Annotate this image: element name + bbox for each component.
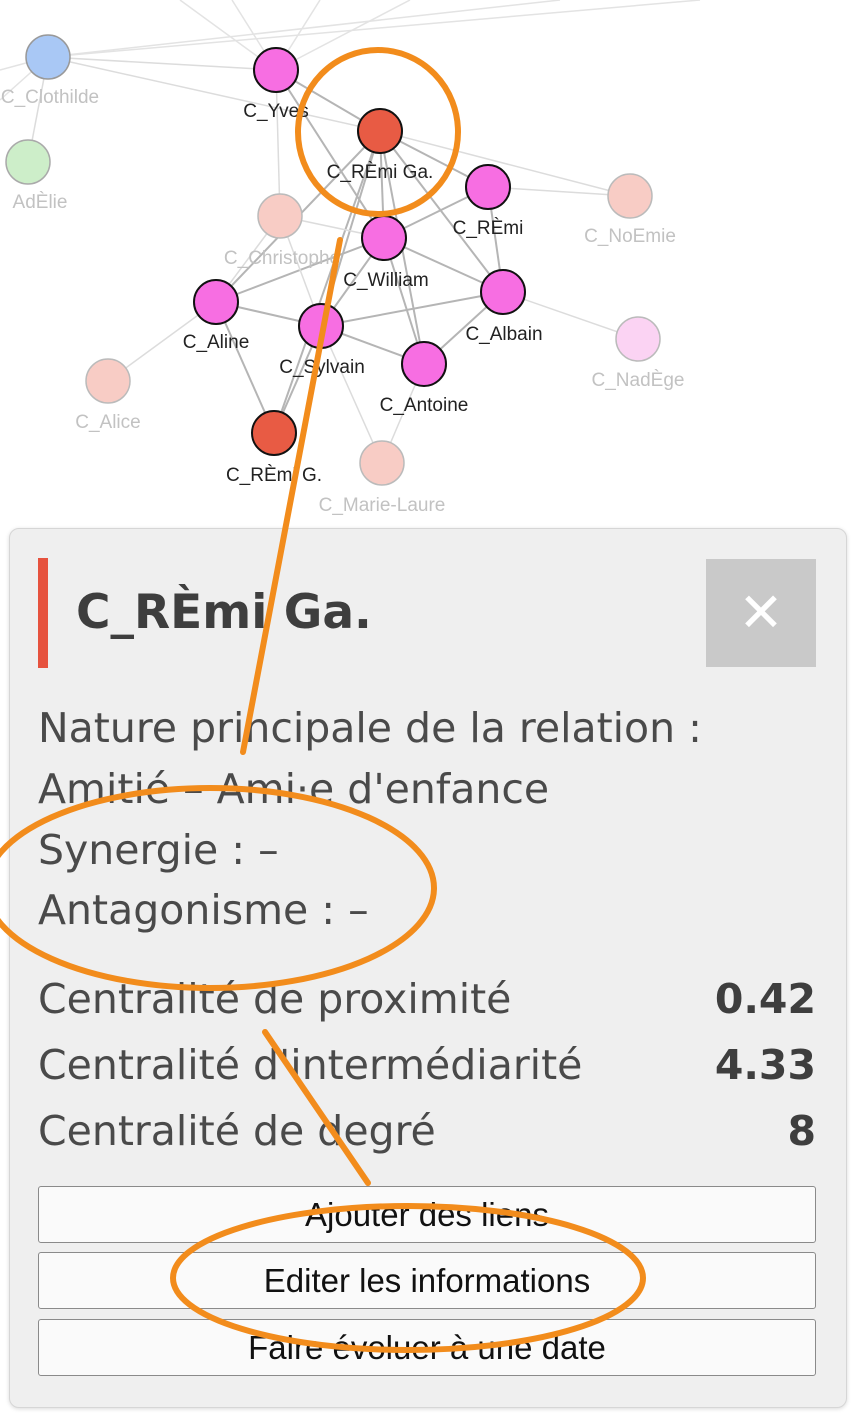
betweenness-centrality-label: Centralité d'intermédiarité <box>38 1041 583 1089</box>
degree-centrality-label: Centralité de degré <box>38 1107 436 1155</box>
graph-node-albain[interactable] <box>480 269 526 315</box>
graph-node-marie_laure[interactable] <box>359 440 405 486</box>
graph-node-remi[interactable] <box>465 164 511 210</box>
graph-node-christophe[interactable] <box>257 193 303 239</box>
degree-centrality-value: 8 <box>787 1107 816 1155</box>
graph-edge <box>47 0 561 58</box>
graph-node-sylvain[interactable] <box>298 303 344 349</box>
degree-centrality-row: Centralité de degré 8 <box>38 1107 816 1159</box>
graph-node-label: C_Antoine <box>380 395 469 416</box>
graph-node-william[interactable] <box>361 215 407 261</box>
node-color-accent <box>38 558 48 668</box>
graph-node-label: C_Clothilde <box>1 87 99 108</box>
close-icon: ✕ <box>738 581 784 644</box>
graph-node-label: C_Aline <box>183 332 250 353</box>
relation-nature-value: Amitié – Ami·e d'enfance <box>38 765 550 813</box>
antagonism-text: Antagonisme : – <box>38 886 369 934</box>
graph-node-adelie[interactable] <box>5 139 51 185</box>
graph-node-aline[interactable] <box>193 279 239 325</box>
graph-node-label: C_NoEmie <box>584 226 676 247</box>
graph-node-antoine[interactable] <box>401 341 447 387</box>
graph-node-clothilde[interactable] <box>25 34 71 80</box>
closeness-centrality-value: 0.42 <box>714 975 816 1023</box>
graph-node-remi_g[interactable] <box>251 410 297 456</box>
graph-edge <box>47 56 277 71</box>
graph-edge <box>502 291 639 340</box>
graph-node-alice[interactable] <box>85 358 131 404</box>
graph-edge <box>47 0 701 58</box>
network-graph[interactable]: C_Clothilde AdÈlie C_Yves C_RÈmi Ga. C_RÈmi C… <box>0 0 852 528</box>
evolve-date-button[interactable]: Faire évoluer à une date <box>38 1319 816 1376</box>
closeness-centrality-label: Centralité de proximité <box>38 975 512 1023</box>
graph-edge <box>487 186 631 197</box>
graph-edge <box>320 291 504 327</box>
synergy-text: Synergie : – <box>38 826 279 874</box>
closeness-centrality-row: Centralité de proximité 0.42 <box>38 975 816 1027</box>
graph-node-label: C_Christophe <box>224 248 340 269</box>
node-title: C_RÈmi Ga. <box>76 585 372 640</box>
graph-node-label: C_Yves <box>243 101 308 122</box>
graph-node-label: AdÈlie <box>13 192 68 213</box>
betweenness-centrality-row: Centralité d'intermédiarité 4.33 <box>38 1041 816 1093</box>
graph-node-label: C_RÈmi G. <box>226 465 322 486</box>
add-links-button[interactable]: Ajouter des liens <box>38 1186 816 1243</box>
edit-info-button[interactable]: Editer les informations <box>38 1252 816 1309</box>
node-details-panel: C_RÈmi Ga. ✕ Nature principale de la rel… <box>9 528 847 1408</box>
graph-node-label: C_Albain <box>465 324 542 345</box>
graph-edge <box>379 130 504 293</box>
graph-node-label: C_RÈmi Ga. <box>327 162 434 183</box>
graph-node-label: C_Marie-Laure <box>319 495 446 516</box>
graph-node-yves[interactable] <box>253 47 299 93</box>
graph-node-label: C_Sylvain <box>279 357 365 378</box>
graph-node-label: C_RÈmi <box>453 218 524 239</box>
graph-node-noemie[interactable] <box>607 173 653 219</box>
graph-node-remi_ga[interactable] <box>357 108 403 154</box>
graph-node-label: C_NadÈge <box>592 370 685 391</box>
graph-node-label: C_William <box>343 270 429 291</box>
graph-node-nadege[interactable] <box>615 316 661 362</box>
graph-edge <box>275 69 281 217</box>
close-button[interactable]: ✕ <box>706 559 816 667</box>
betweenness-centrality-value: 4.33 <box>714 1041 816 1089</box>
graph-node-label: C_Alice <box>75 412 140 433</box>
relation-nature-label: Nature principale de la relation : <box>38 704 702 752</box>
